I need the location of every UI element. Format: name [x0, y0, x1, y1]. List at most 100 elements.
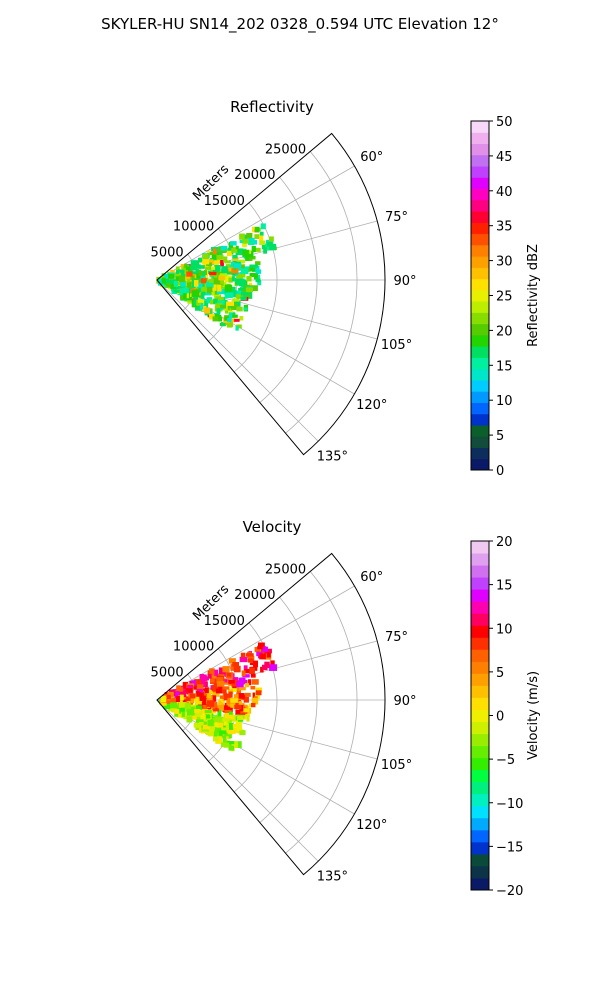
range-tick-label: 10000	[173, 220, 214, 235]
echo-cell	[202, 271, 206, 277]
colorbar-swatch	[471, 841, 489, 855]
echo-cell	[246, 714, 250, 722]
echo-cell	[243, 696, 249, 703]
echo-cell	[237, 716, 244, 721]
range-tick-label: 20000	[234, 588, 275, 603]
colorbar-swatch	[471, 233, 489, 246]
colorbar-swatch	[471, 166, 489, 178]
echo-cell	[209, 278, 214, 283]
echo-cell	[257, 645, 264, 650]
colorbar-swatch	[471, 222, 489, 235]
echo-cell	[198, 265, 205, 269]
echo-cell	[220, 304, 226, 309]
echo-cell	[222, 734, 231, 740]
echo-cell	[178, 275, 186, 283]
echo-cell	[216, 681, 225, 687]
echo-cell	[216, 314, 222, 319]
echo-cell	[227, 727, 236, 734]
echo-cell	[221, 266, 228, 271]
echo-cell	[157, 278, 165, 286]
echo-cell	[186, 271, 193, 277]
echo-cell	[206, 281, 214, 288]
echo-cell	[252, 226, 257, 233]
echo-cell	[266, 652, 271, 658]
echo-cell	[199, 689, 203, 694]
echo-cell	[248, 238, 255, 246]
echo-cell	[167, 282, 171, 288]
echo-cell	[249, 667, 255, 675]
echo-cell	[219, 695, 224, 700]
echo-cell	[216, 254, 224, 260]
echo-cell	[249, 272, 257, 278]
colorbar-swatch	[471, 829, 489, 843]
echo-cell	[216, 251, 223, 258]
echo-cell	[178, 712, 184, 718]
angle-tick-label: 135°	[317, 449, 348, 464]
colorbar-tick-label: 10	[496, 622, 513, 637]
echo-cell	[249, 661, 256, 666]
echo-cell	[255, 692, 260, 700]
colorbar-swatch	[471, 267, 489, 280]
echo-cell	[217, 716, 225, 724]
echo-cell	[217, 284, 222, 292]
chart-title: Reflectivity	[230, 98, 314, 116]
echo-cell	[255, 247, 261, 252]
colorbar-tick-label: −20	[496, 884, 523, 899]
echo-cell	[241, 271, 246, 276]
echo-cell	[210, 710, 217, 714]
echo-cell	[226, 250, 232, 257]
echo-cell	[178, 702, 187, 708]
echo-cell	[228, 722, 234, 730]
echo-cell	[235, 741, 242, 748]
echo-cell	[175, 276, 181, 281]
echo-cell	[230, 686, 237, 693]
echo-cell	[213, 682, 220, 687]
echo-cell	[209, 668, 215, 675]
colorbar-tick-label: 40	[496, 185, 513, 200]
colorbar-swatch	[471, 188, 489, 201]
echo-cell	[207, 719, 214, 727]
echo-cell	[169, 279, 176, 285]
colorbar-swatch	[471, 625, 489, 638]
colorbar-tick-label: 50	[496, 115, 513, 130]
colorbar-tick-label: 20	[496, 535, 513, 550]
colorbar-swatch	[471, 357, 489, 370]
echo-cell	[232, 256, 239, 261]
echo-cell	[189, 693, 196, 699]
echo-cell	[211, 252, 219, 260]
echo-cell	[242, 249, 250, 257]
echo-cell	[235, 325, 239, 331]
colorbar-swatch	[471, 278, 489, 291]
echo-cell	[216, 258, 223, 264]
colorbar-swatch	[471, 256, 489, 268]
sector-outline	[156, 132, 386, 456]
echo-cell	[246, 232, 253, 240]
echo-cell	[216, 722, 224, 728]
echo-cell	[163, 278, 170, 283]
echo-cell	[161, 277, 166, 284]
echo-cell	[244, 708, 250, 713]
echo-cell	[234, 715, 239, 721]
echo-cell	[217, 300, 225, 306]
colorbar-tick-label: −5	[496, 753, 515, 768]
range-tick-label: 10000	[173, 640, 214, 655]
echo-cell	[235, 709, 242, 715]
echo-cell	[216, 677, 224, 684]
echo-cell	[205, 728, 209, 735]
colorbar-swatch	[471, 553, 489, 566]
echo-cell	[224, 293, 233, 299]
colorbar: −20 −15 −10 −5 0 5 10 15 20 Velocity (m/s)	[470, 535, 541, 899]
echo-cell	[234, 278, 243, 286]
echo-cell	[242, 242, 247, 248]
echo-cell	[204, 687, 209, 694]
echo-cell	[243, 665, 248, 670]
echo-cell	[269, 243, 277, 251]
echo-cell	[191, 271, 200, 275]
echo-cell	[254, 647, 261, 653]
echo-cell	[170, 702, 178, 709]
echo-cell	[200, 715, 205, 720]
colorbar-label: Velocity (m/s)	[526, 671, 541, 760]
range-tick-label: 15000	[204, 614, 245, 629]
echo-cell	[185, 266, 191, 271]
